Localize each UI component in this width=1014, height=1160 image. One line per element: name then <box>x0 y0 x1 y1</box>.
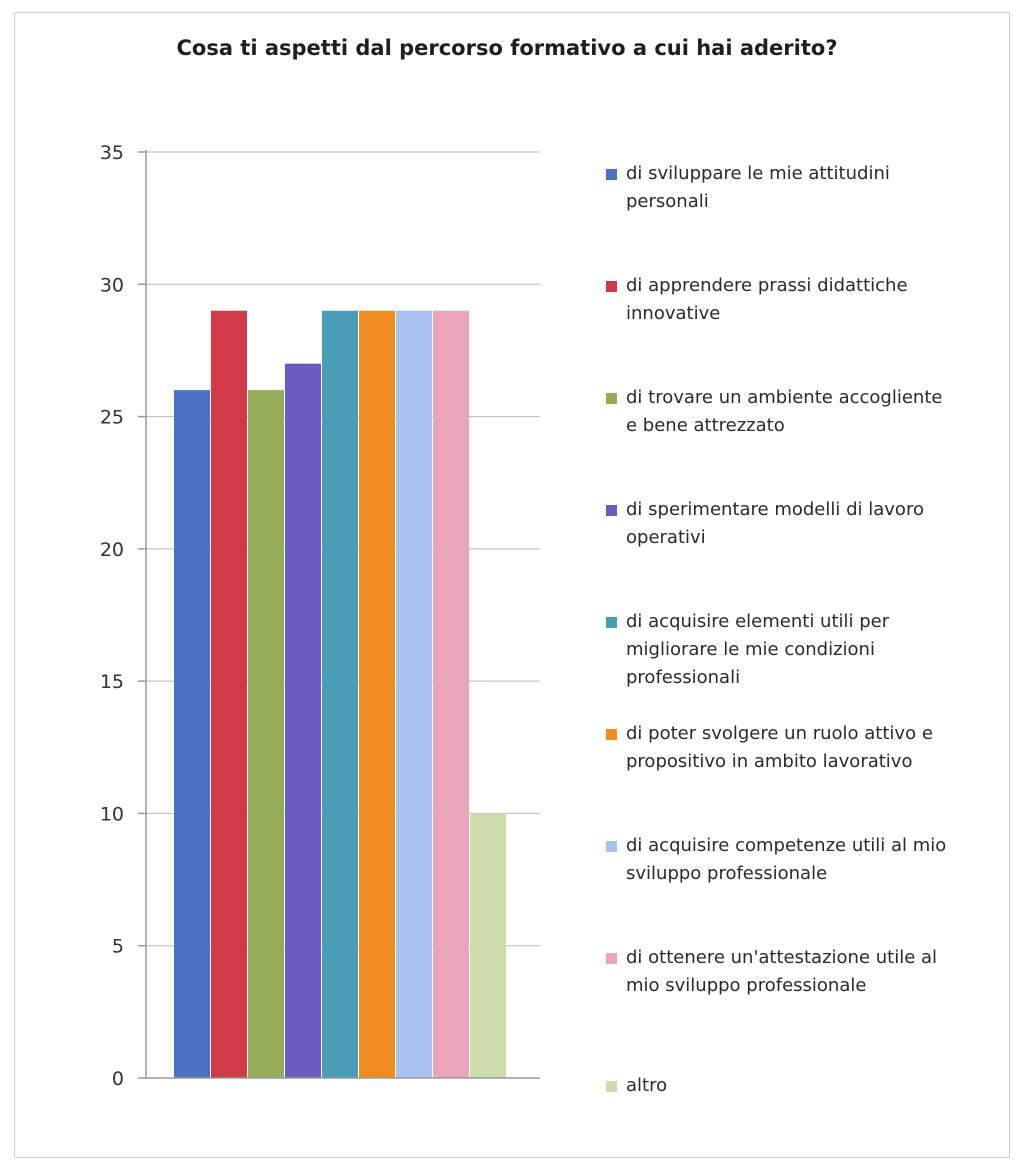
y-tick-label: 10 <box>100 803 124 825</box>
legend-label: di sperimentare modelli di lavoro operati… <box>626 496 1006 552</box>
bars <box>174 310 506 1079</box>
legend-label: di sviluppare le mie attitudini personali <box>626 160 1006 216</box>
legend-swatch <box>606 1081 617 1092</box>
legend-label: di apprendere prassi didattiche innovativ… <box>626 272 1006 328</box>
legend-label-line: di sviluppare le mie attitudini <box>626 163 890 184</box>
legend-swatch <box>606 505 617 516</box>
y-tick-label: 0 <box>112 1068 124 1090</box>
bar-series-6 <box>359 310 395 1078</box>
bar-series-3 <box>248 390 284 1079</box>
legend-label-line: di poter svolgere un ruolo attivo e <box>626 723 933 744</box>
legend-label: di ottenere un'attestazione utile al mio … <box>626 944 1006 1000</box>
legend-label: di poter svolgere un ruolo attivo e propo… <box>626 720 1006 776</box>
legend-label: altro <box>626 1072 1006 1100</box>
bar-series-4 <box>285 363 321 1079</box>
legend-label-line: di trovare un ambiente accogliente <box>626 387 943 408</box>
legend-label-line: e bene attrezzato <box>626 415 785 436</box>
bar-series-1 <box>174 390 210 1079</box>
legend-label-line: operativi <box>626 527 706 548</box>
legend-label-line: sviluppo professionale <box>626 863 828 884</box>
legend-label: di acquisire elementi utili per migliorar… <box>626 608 1006 692</box>
bar-series-7 <box>396 310 432 1078</box>
legend-label-line: mio sviluppo professionale <box>626 975 867 996</box>
legend-swatch <box>606 393 617 404</box>
y-tick-label: 20 <box>100 539 124 561</box>
y-tick-label: 35 <box>100 142 124 164</box>
legend-label-line: di acquisire competenze utili al mio <box>626 835 947 856</box>
bar-series-2 <box>211 310 247 1078</box>
y-tick-label: 30 <box>100 274 124 296</box>
legend-label: di trovare un ambiente accogliente e bene… <box>626 384 1006 440</box>
y-tick-label: 25 <box>100 407 124 429</box>
legend-swatch <box>606 281 617 292</box>
legend-swatch <box>606 617 617 628</box>
bar-series-8 <box>433 310 469 1078</box>
chart-title: Cosa ti aspetti dal percorso formativo a… <box>176 36 838 60</box>
legend-label-line: di apprendere prassi didattiche <box>626 275 908 296</box>
legend-label-line: innovative <box>626 303 721 324</box>
y-axis-ticks: 0 5 10 15 20 25 30 35 <box>100 142 146 1090</box>
legend-label-line: professionali <box>626 667 741 688</box>
chart-frame <box>14 12 1010 1158</box>
legend-label-line: propositivo in ambito lavorativo <box>626 751 913 772</box>
y-tick-label: 15 <box>100 671 124 693</box>
legend-label-line: di ottenere un'attestazione utile al <box>626 947 938 968</box>
legend-label-line: personali <box>626 191 709 212</box>
legend-label-line: di acquisire elementi utili per <box>626 611 890 632</box>
legend-swatch <box>606 169 617 180</box>
legend-swatch <box>606 729 617 740</box>
legend-label-line: migliorare le mie condizioni <box>626 639 875 660</box>
legend-swatch <box>606 841 617 852</box>
bar-series-5 <box>322 310 358 1078</box>
bar-series-9 <box>470 813 506 1078</box>
legend-label-line: di sperimentare modelli di lavoro <box>626 499 924 520</box>
legend-label-line: altro <box>626 1075 668 1096</box>
legend-swatch <box>606 953 617 964</box>
legend-label: di acquisire competenze utili al mio svil… <box>626 832 1006 888</box>
y-tick-label: 5 <box>112 936 124 958</box>
